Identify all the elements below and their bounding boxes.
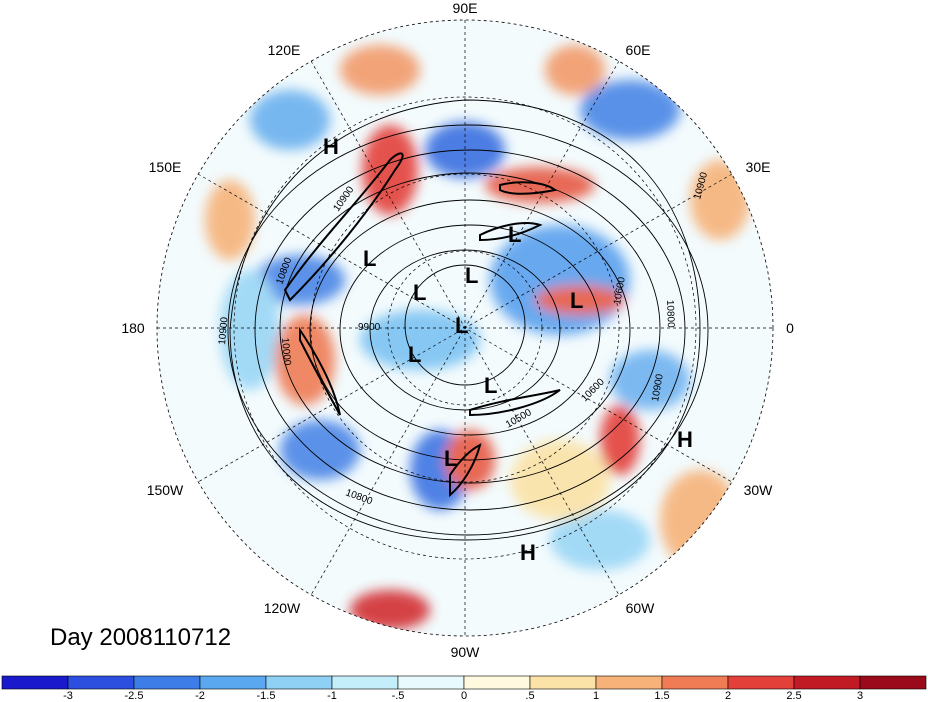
- low-marker: L: [484, 373, 497, 398]
- height-contours: [227, 99, 709, 541]
- lon-label: 90E: [453, 0, 478, 16]
- colorbar-swatch: [661, 675, 729, 690]
- colorbar-tick-label: .5: [525, 690, 534, 702]
- low-marker: L: [465, 263, 478, 288]
- colorbar-tick-label: -2.5: [125, 690, 144, 702]
- map-boundary: [156, 19, 774, 637]
- low-marker: L: [444, 446, 457, 471]
- lon-label: 120E: [268, 42, 301, 58]
- lon-label: 90W: [451, 644, 481, 660]
- colorbar-swatch: [595, 675, 663, 690]
- contour-label: 10600: [612, 276, 628, 306]
- longitude-labels: 90E 60E 30E 0 30W 60W 90W 120W 150W 180 …: [121, 0, 794, 660]
- colorbar-tick-label: 2.5: [786, 690, 801, 702]
- colorbar-tick-label: 1: [593, 690, 599, 702]
- contour-label: 10900: [217, 316, 230, 345]
- colorbar-swatch: [727, 675, 795, 690]
- lon-label: 150E: [149, 159, 182, 175]
- high-marker: H: [520, 540, 536, 565]
- colorbar-swatch: [331, 675, 399, 690]
- lon-label: 60E: [626, 42, 651, 58]
- high-marker: H: [323, 134, 339, 159]
- colorbar-tick-label: -2: [195, 690, 205, 702]
- contour-label: 10800: [664, 300, 676, 329]
- low-marker: L: [455, 313, 468, 338]
- colorbar-tick-label: 3: [857, 690, 863, 702]
- colorbar: -3 -2.5 -2 -1.5 -1 -.5 0 .5 1 1.5 2 2.5 3: [1, 675, 927, 702]
- contour-label: 10900: [650, 373, 666, 403]
- colorbar-tick-label: -3: [63, 690, 73, 702]
- low-marker: L: [408, 342, 421, 367]
- low-marker: L: [508, 222, 521, 247]
- lon-label: 180: [121, 320, 145, 336]
- colorbar-tick-label: -1: [327, 690, 337, 702]
- colorbar-swatch: [529, 675, 597, 690]
- contour-label: 10000: [279, 337, 292, 366]
- colorbar-swatch: [1, 675, 69, 690]
- pressure-markers: H H H L L L L L L L L L: [323, 134, 693, 565]
- high-marker: H: [677, 427, 693, 452]
- low-marker: L: [363, 246, 376, 271]
- colorbar-tick-label: 1.5: [654, 690, 669, 702]
- colorbar-tick-label: -1.5: [257, 690, 276, 702]
- colorbar-swatch: [67, 675, 135, 690]
- lon-label: 150W: [147, 482, 184, 498]
- colorbar-swatch: [199, 675, 267, 690]
- low-marker: L: [413, 280, 426, 305]
- colorbar-swatch: [859, 675, 927, 690]
- colorbar-tick-label: 2: [725, 690, 731, 702]
- lon-label: 120W: [264, 600, 301, 616]
- day-label: Day 2008110712: [50, 624, 231, 651]
- colorbar-swatch: [133, 675, 201, 690]
- lon-label: 60W: [626, 600, 656, 616]
- lon-label: 30E: [746, 159, 771, 175]
- colorbar-swatch: [463, 675, 531, 690]
- lon-label: 0: [786, 320, 794, 336]
- colorbar-tick-label: -.5: [392, 690, 405, 702]
- low-marker: L: [570, 288, 583, 313]
- lon-label: 30W: [744, 482, 774, 498]
- graticule: [157, 20, 773, 636]
- colorbar-swatch: [793, 675, 861, 690]
- colorbar-swatch: [397, 675, 465, 690]
- contour-label: 9900: [358, 322, 381, 333]
- colorbar-swatch: [265, 675, 333, 690]
- colorbar-tick-label: 0: [461, 690, 467, 702]
